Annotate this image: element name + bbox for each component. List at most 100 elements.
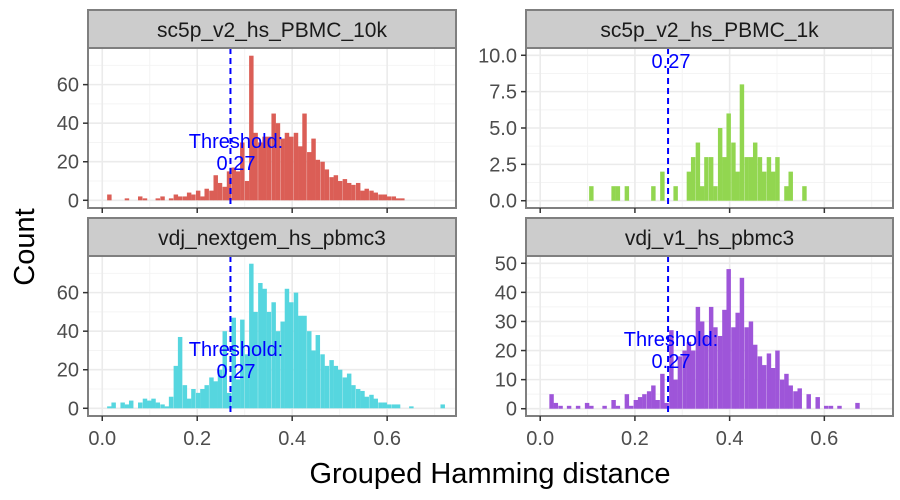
histogram-bar	[249, 263, 254, 409]
threshold-label: Threshold:	[189, 131, 284, 153]
y-tick-label: 0	[68, 190, 79, 212]
y-tick-label: 40	[57, 321, 79, 343]
histogram-bar	[575, 405, 581, 409]
histogram-bar	[744, 327, 749, 409]
histogram-bar	[690, 157, 696, 201]
histogram-bar	[400, 198, 405, 201]
histogram-bar	[655, 400, 660, 409]
histogram-bar	[775, 350, 780, 409]
histogram-bar	[177, 336, 183, 409]
histogram-bar	[231, 167, 237, 201]
histogram-bar	[828, 405, 834, 409]
histogram-bar	[735, 312, 740, 409]
histogram-bar	[553, 402, 559, 409]
histogram-bar	[704, 157, 709, 201]
histogram-bar	[589, 405, 594, 409]
histogram-bar	[824, 405, 829, 409]
histogram-bar	[333, 175, 339, 201]
histogram-bar	[364, 396, 369, 409]
threshold-label: Threshold:	[624, 329, 719, 351]
histogram-bar	[717, 336, 723, 409]
histogram-bar	[200, 196, 205, 201]
histogram-bar	[249, 55, 254, 201]
histogram-bar	[346, 373, 352, 409]
histogram-bar	[324, 365, 330, 409]
histogram-bar	[280, 138, 285, 201]
histogram-bar	[315, 335, 321, 409]
y-tick-label: 5.0	[489, 118, 517, 140]
histogram-bar	[837, 405, 842, 409]
histogram-bar	[409, 406, 414, 409]
histogram-bar	[584, 402, 590, 409]
histogram-bar	[364, 188, 369, 201]
histogram-bar	[373, 192, 378, 201]
histogram-bar	[757, 157, 763, 201]
x-tick-label: 0.6	[810, 428, 838, 450]
histogram-bar	[160, 196, 165, 201]
histogram-bar	[124, 404, 130, 409]
facet-panel: Threshold:0.27 sc5p_v2_hs_PBMC_10k 0 20 40 60	[57, 9, 457, 213]
histogram-bar	[660, 373, 665, 409]
facet-strip	[87, 217, 457, 257]
histogram-bar	[142, 198, 148, 201]
histogram-bar	[704, 336, 709, 409]
histogram-bar	[360, 190, 365, 201]
histogram-bar	[651, 186, 656, 201]
histogram-bar	[209, 377, 214, 409]
y-tick-label: 0	[68, 398, 79, 420]
histogram-bar	[558, 405, 563, 409]
histogram-bar	[779, 379, 785, 409]
histogram-bar	[302, 315, 307, 409]
histogram-bar	[637, 397, 643, 409]
histogram-bar	[815, 397, 820, 409]
facet-strip-label: vdj_nextgem_hs_pbmc3	[158, 227, 386, 250]
y-tick-label: 20	[57, 152, 79, 174]
histogram-bar	[275, 123, 281, 201]
histogram-bar	[311, 138, 316, 201]
y-tick-label: 30	[495, 311, 517, 333]
histogram-bar	[235, 171, 241, 201]
histogram-bar	[244, 354, 250, 409]
histogram-bar	[151, 398, 156, 409]
x-tick-label: 0.2	[621, 428, 649, 450]
histogram-bar	[111, 402, 116, 409]
histogram-bar	[673, 379, 678, 409]
histogram-bar	[369, 394, 374, 409]
threshold-label: 0.27	[652, 51, 691, 73]
histogram-bar	[378, 194, 383, 201]
histogram-bar	[726, 113, 731, 201]
y-tick-label: 7.5	[489, 82, 517, 104]
histogram-bar	[324, 169, 330, 201]
histogram-bar	[695, 142, 701, 201]
histogram-bar	[784, 186, 789, 201]
histogram-bar	[168, 396, 174, 409]
histogram-bar	[155, 198, 161, 201]
histogram-bar	[802, 186, 807, 201]
histogram-bar	[200, 389, 205, 409]
y-tick-label: 20	[495, 341, 517, 363]
histogram-bar	[186, 398, 192, 409]
histogram-bar	[748, 157, 754, 201]
histogram-bar	[722, 157, 727, 201]
histogram-bar	[204, 385, 209, 409]
histogram-bar	[386, 404, 392, 409]
histogram-bar	[731, 327, 736, 409]
histogram-bar	[664, 402, 669, 409]
histogram-bar	[744, 157, 749, 201]
histogram-bar	[735, 171, 740, 201]
histogram-bar	[271, 302, 276, 409]
histogram-bar	[440, 404, 445, 409]
histogram-bar	[333, 365, 339, 409]
histogram-bar	[107, 406, 112, 409]
histogram-bar	[378, 402, 383, 409]
histogram-bar	[752, 344, 758, 409]
histogram-bar	[566, 405, 572, 409]
histogram-bar	[266, 136, 272, 201]
y-tick-label: 50	[495, 253, 517, 275]
histogram-bar	[173, 194, 179, 201]
histogram-bar	[164, 406, 170, 409]
x-tick-label: 0.4	[716, 428, 744, 450]
histogram-bar	[107, 194, 112, 201]
histogram-bar	[120, 402, 125, 409]
